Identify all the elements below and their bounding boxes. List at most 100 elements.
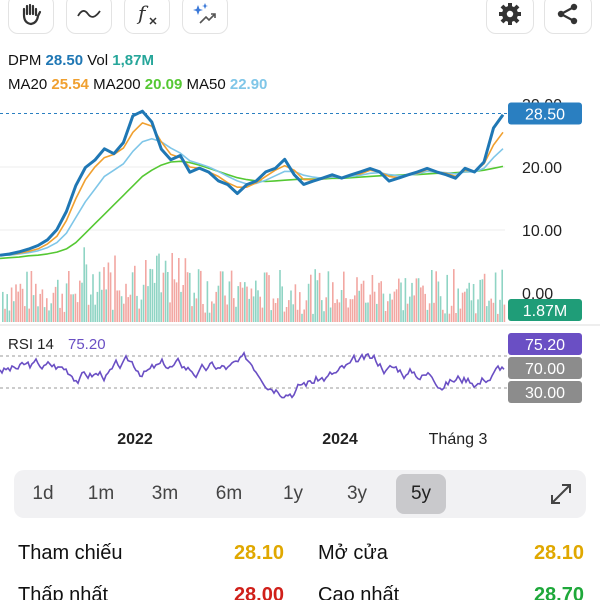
volume-bar [96, 291, 99, 322]
volume-bar [488, 300, 490, 322]
expand-icon[interactable] [546, 479, 576, 509]
magic-tool-button[interactable] [182, 0, 228, 34]
volume-bar [101, 289, 103, 322]
volume-bar [250, 288, 253, 322]
function-tool-button[interactable]: f [124, 0, 170, 34]
volume-bar [213, 303, 215, 322]
volume-bar [173, 279, 176, 322]
volume-bar [312, 313, 314, 322]
legend-ma20-key: MA20 [8, 76, 48, 93]
volume-bar [39, 293, 41, 322]
volume-bar [345, 298, 347, 322]
volume-bar [153, 282, 156, 322]
volume-bar [398, 278, 400, 322]
line-tool-icon [77, 10, 101, 18]
volume-bar [6, 294, 8, 322]
volume-bar [415, 278, 418, 322]
volume-bar [142, 284, 145, 322]
volume-bar [483, 273, 486, 322]
volume-bar [41, 289, 44, 322]
period-3m[interactable]: 3m [151, 483, 179, 504]
volume-bar [2, 291, 4, 322]
volume-bar [28, 308, 30, 322]
volume-bar [48, 310, 50, 322]
volume-bar [292, 304, 294, 322]
price-chart[interactable]: RSI 14 75.20 75.20 70.00 30.00 30.00 20.00 10.… [0, 60, 600, 452]
period-1m[interactable]: 1m [87, 483, 115, 504]
volume-bar [450, 305, 453, 322]
volume-bar [334, 303, 336, 322]
volume-bar [37, 306, 39, 322]
volume-bar [131, 272, 134, 322]
volume-bar [376, 303, 378, 322]
volume-bar [373, 291, 376, 322]
volume-bar [316, 280, 319, 322]
volume-bar [274, 303, 277, 322]
period-1y[interactable]: 1y [282, 483, 304, 504]
volume-bar [129, 294, 132, 322]
x-tick-label: 2024 [322, 431, 358, 448]
volume-bar [325, 297, 327, 322]
volume-bar [486, 306, 488, 322]
volume-bar [50, 303, 52, 322]
volume-bar [74, 293, 77, 322]
volume-bar [167, 272, 169, 322]
volume-bar [340, 290, 343, 322]
period-1d[interactable]: 1d [32, 483, 54, 504]
volume-bar [391, 299, 393, 322]
volume-bar [32, 295, 35, 322]
volume-bar [457, 288, 459, 322]
volume-bar [294, 284, 297, 322]
volume-bar [24, 306, 26, 322]
last-price-badge [508, 102, 582, 125]
volume-bar [109, 272, 112, 322]
volume-bar [305, 300, 308, 322]
legend-ma200-key: MA200 [93, 76, 141, 93]
volume-bar [184, 258, 187, 322]
settings-button[interactable] [486, 0, 534, 34]
reference-label: Tham chiếu [18, 542, 123, 564]
volume-bar [470, 300, 473, 322]
line-tool-button[interactable] [66, 0, 112, 34]
period-5y[interactable]: 5y [396, 474, 446, 514]
series-line-ma50 [0, 137, 504, 256]
volume-bar [233, 298, 235, 322]
low-label: Thấp nhất [18, 584, 109, 600]
function-tool-icon: f [136, 1, 157, 25]
volume-bar [435, 271, 437, 322]
volume-bar [389, 293, 391, 322]
volume-bar [103, 267, 105, 322]
volume-bar [343, 271, 345, 322]
volume-bar [208, 312, 211, 322]
volume-bar [387, 301, 389, 322]
rsi-value-label: 75.20 [525, 337, 565, 354]
volume-bar [239, 282, 242, 322]
volume-bar [125, 283, 127, 322]
volume-bar [138, 308, 140, 322]
volume-bar [444, 313, 446, 322]
volume-bar [197, 269, 200, 322]
volume-bar [85, 264, 88, 322]
legend-price-value: 28.50 [45, 52, 84, 69]
volume-bar [83, 247, 85, 322]
volume-bar [127, 297, 129, 322]
volume-bar [299, 292, 301, 322]
period-6m[interactable]: 6m [215, 483, 243, 504]
volume-bar [464, 291, 466, 322]
volume-bar [417, 278, 420, 322]
volume-bar [332, 282, 334, 322]
volume-bar [303, 309, 305, 322]
period-3y[interactable]: 3y [346, 483, 368, 504]
share-button[interactable] [544, 0, 592, 34]
volume-bar [169, 302, 171, 322]
volume-bar [94, 304, 96, 322]
legend-symbol: DPM [8, 52, 42, 69]
volume-bar [481, 279, 484, 322]
volume-bar [261, 307, 264, 322]
last-price-label: 28.50 [525, 106, 565, 123]
volume-bar [413, 295, 415, 322]
volume-bar [380, 281, 382, 322]
hand-tool-button[interactable] [8, 0, 54, 34]
volume-bar [490, 298, 492, 322]
volume-bar [468, 282, 470, 322]
